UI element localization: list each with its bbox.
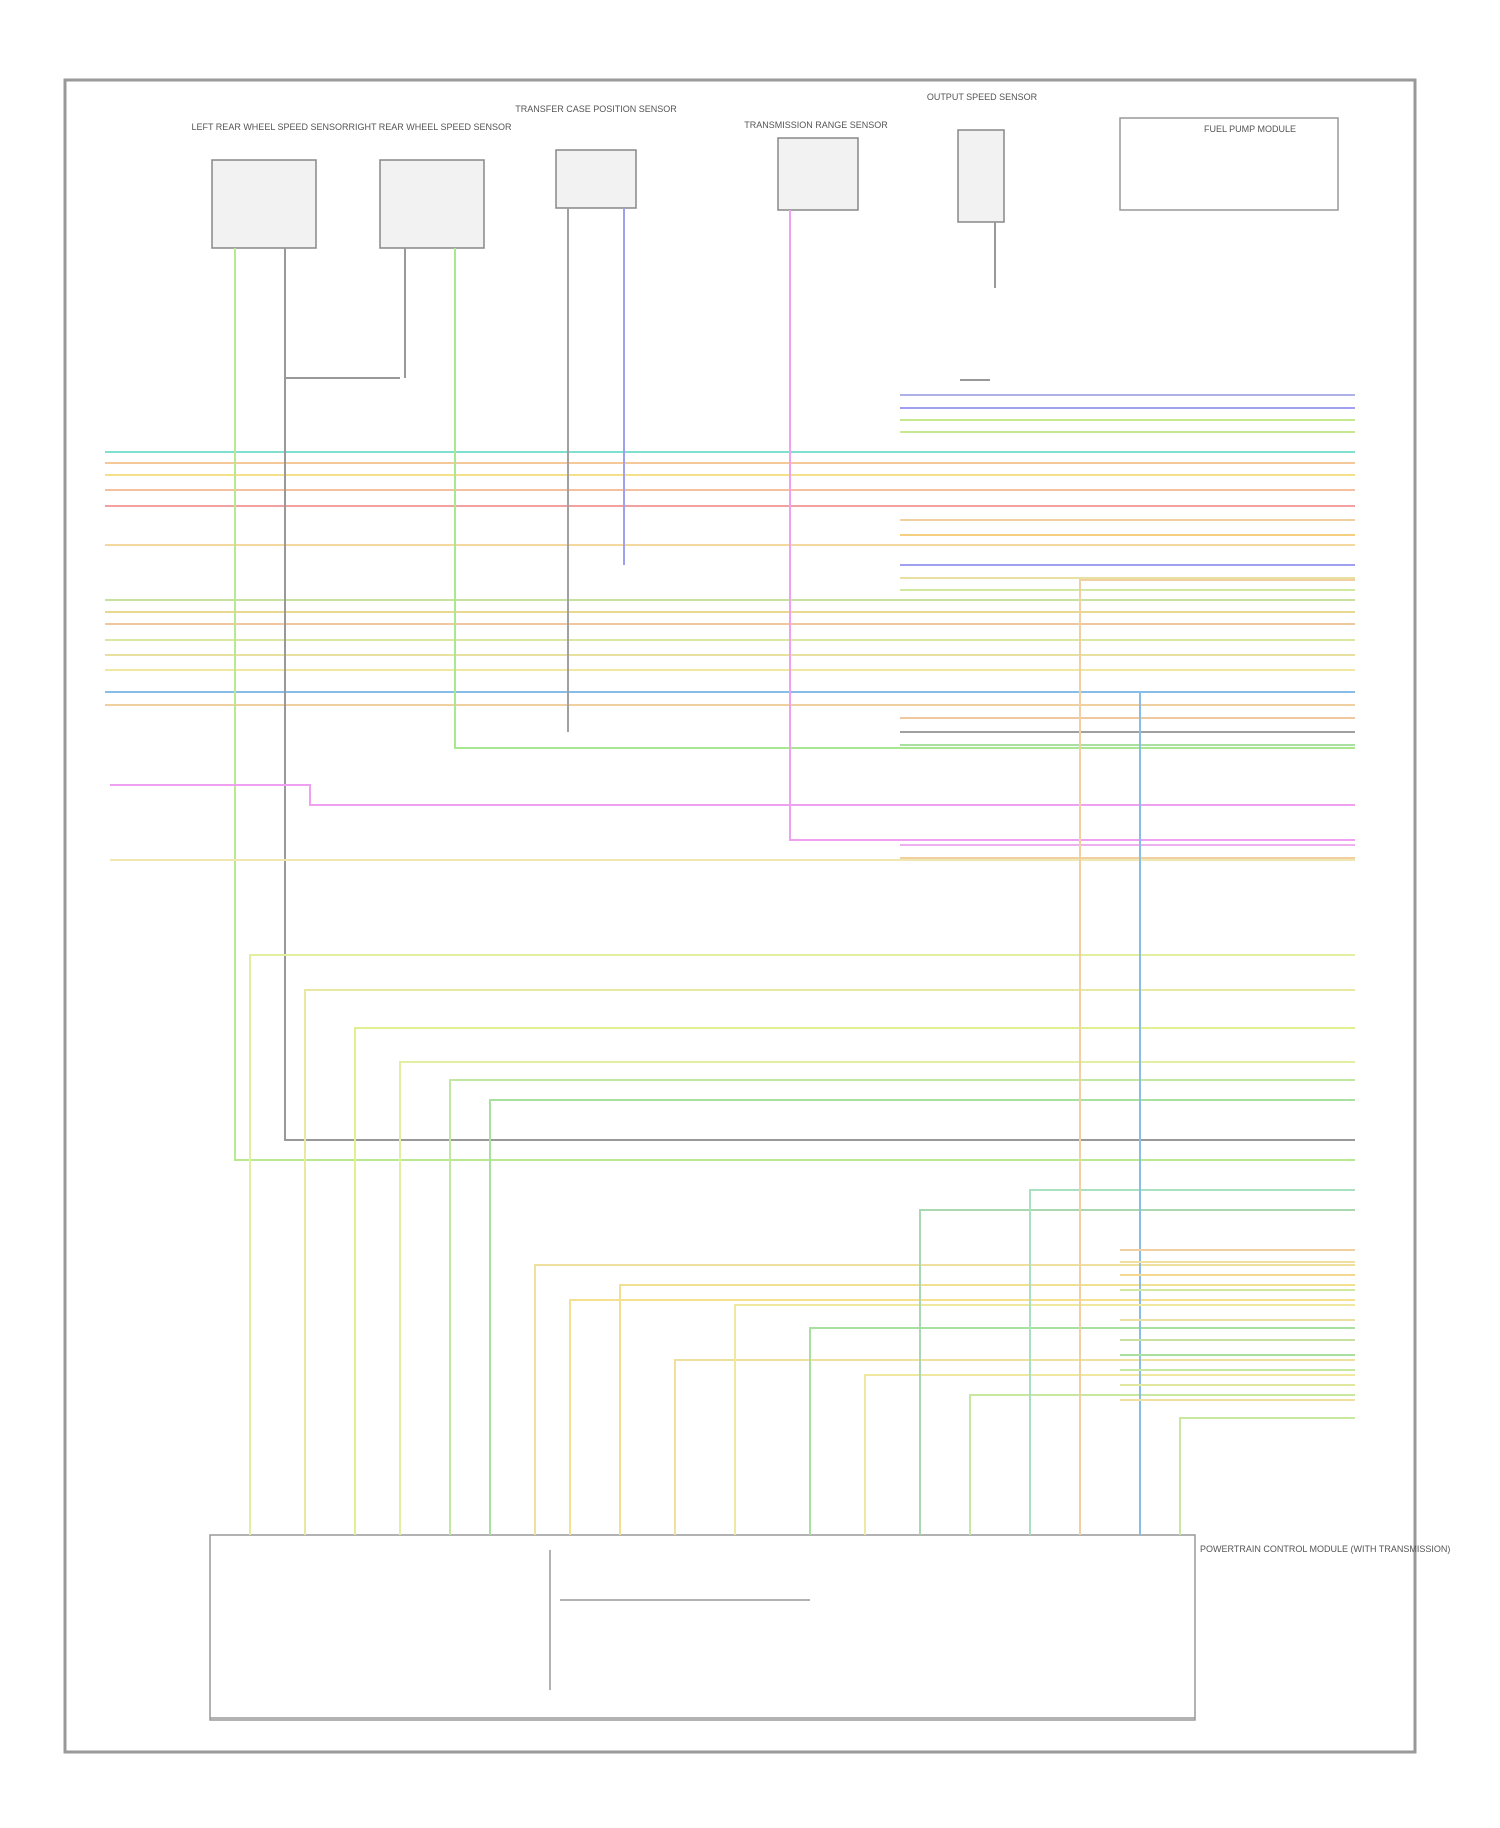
wire — [969, 1394, 1355, 1535]
wire — [449, 1079, 1355, 1535]
sensor-box — [555, 149, 637, 209]
component-label: RIGHT REAR WHEEL SPEED SENSOR — [348, 122, 512, 132]
module-label: POWERTRAIN CONTROL MODULE (WITH TRANSMIS… — [1200, 1544, 1450, 1554]
wire — [1179, 1417, 1355, 1535]
wire — [919, 1209, 1355, 1535]
wires — [105, 208, 1355, 1719]
wire — [619, 1284, 1355, 1535]
wire — [354, 1027, 1355, 1535]
component-label: LEFT REAR WHEEL SPEED SENSOR — [191, 122, 349, 132]
wire — [809, 1327, 1355, 1535]
sensor-box — [957, 129, 1005, 223]
wire — [789, 210, 1355, 841]
wire — [534, 1264, 1355, 1535]
sensor-box — [777, 137, 859, 211]
wire — [249, 954, 1355, 1535]
component-label: OUTPUT SPEED SENSOR — [927, 92, 1038, 102]
wire — [1079, 579, 1355, 1535]
wire — [110, 784, 1355, 806]
wire — [284, 378, 1355, 1141]
wire — [454, 248, 1355, 749]
wire — [1139, 691, 1355, 1535]
wire — [234, 248, 1355, 1161]
wire — [569, 1299, 1355, 1535]
component-label: TRANSMISSION RANGE SENSOR — [744, 120, 888, 130]
wire — [399, 1061, 1355, 1535]
wire — [304, 989, 1355, 1535]
module-box — [1119, 117, 1339, 211]
wire — [489, 1099, 1355, 1535]
sensor-box — [379, 159, 485, 249]
wire — [864, 1374, 1355, 1535]
component-label: TRANSFER CASE POSITION SENSOR — [515, 104, 677, 114]
wire — [674, 1359, 1355, 1535]
pcm-box — [209, 1534, 1196, 1721]
wire — [284, 248, 400, 379]
wire — [1029, 1189, 1355, 1535]
frame — [63, 78, 1417, 1754]
component-label: FUEL PUMP MODULE — [1204, 124, 1296, 134]
sensor-box — [211, 159, 317, 249]
